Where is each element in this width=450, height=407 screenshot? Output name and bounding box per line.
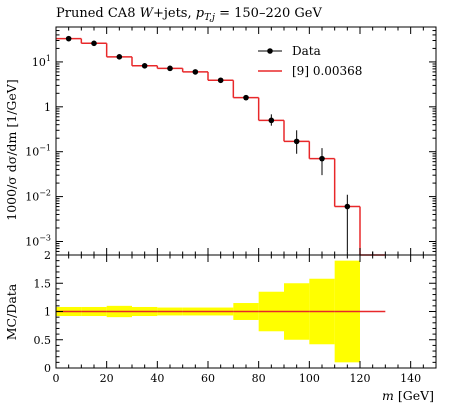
x-tick-label-3: 60 <box>201 372 215 385</box>
data-point-11 <box>344 203 351 210</box>
ratio-uncertainty-band <box>56 260 386 363</box>
ratio-panel: 0 20 40 60 80 100 120 140 0 0.5 1 1.5 2 <box>34 249 437 385</box>
y-tick-label-0: 101 <box>32 54 51 69</box>
data-point-6 <box>217 77 224 84</box>
x-tick-label-0: 0 <box>53 372 60 385</box>
main-frame <box>55 26 437 256</box>
data-point-10 <box>319 155 325 162</box>
ratio-tick-label-1: 0.5 <box>34 334 52 347</box>
ratio-tick-label-3: 1.5 <box>34 277 52 290</box>
y-tick-label-4: 10−3 <box>25 233 51 248</box>
x-tick-label-6: 120 <box>350 372 371 385</box>
data-point-3 <box>141 62 148 69</box>
x-tick-label-5: 100 <box>299 372 320 385</box>
y-tick-label-1: 1 <box>44 101 51 114</box>
x-tick-label-4: 80 <box>252 372 266 385</box>
legend-mc-label: [9] 0.00368 <box>292 64 362 78</box>
y-tick-label-3: 10−2 <box>25 189 51 204</box>
legend-data-label: Data <box>292 44 321 58</box>
ratio-tick-label-2: 1 <box>44 306 51 319</box>
data-point-4 <box>167 65 173 72</box>
data-point-8 <box>268 117 275 124</box>
x-axis-label: m [GeV] <box>382 388 434 403</box>
data-point-5 <box>192 69 199 75</box>
legend: Data [9] 0.00368 <box>258 44 362 78</box>
main-panel: 101 1 10−1 10−2 10−3 <box>25 26 437 256</box>
data-point-2 <box>116 54 123 60</box>
data-point-7 <box>243 94 249 101</box>
ratio-axis-label: MC/Data <box>4 283 19 340</box>
data-point-9 <box>293 138 300 145</box>
y-axis-label: 1000/σ dσ/dm [1/GeV] <box>4 79 19 220</box>
data-point-0 <box>65 35 72 42</box>
data-point-1 <box>91 40 97 47</box>
ratio-axes: 0 20 40 60 80 100 120 140 0 0.5 1 1.5 2 <box>34 249 437 385</box>
x-tick-label-7: 140 <box>400 372 421 385</box>
main-axes: 101 1 10−1 10−2 10−3 <box>25 26 437 256</box>
y-tick-label-2: 10−1 <box>25 144 51 159</box>
legend-data-marker <box>267 48 273 54</box>
chart-title: Pruned CA8 W+jets, pT,j = 150–220 GeV <box>56 6 322 23</box>
x-tick-label-1: 20 <box>100 372 114 385</box>
ratio-tick-label-0: 0 <box>44 362 51 375</box>
ratio-tick-label-4: 2 <box>44 249 51 262</box>
x-tick-label-2: 40 <box>150 372 164 385</box>
